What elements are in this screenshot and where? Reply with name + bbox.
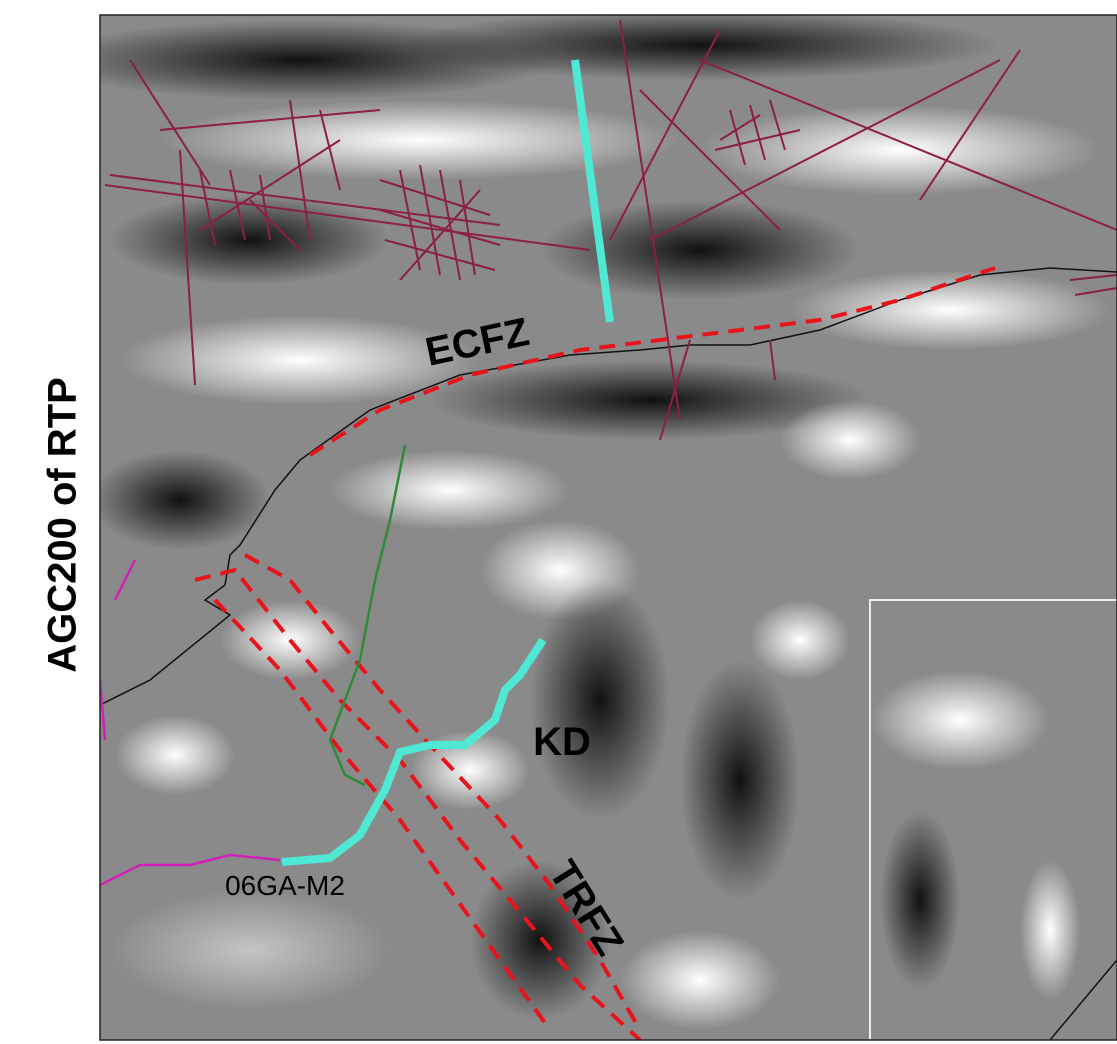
zone-label: KD [533, 720, 591, 764]
figure-title: AGC200 of RTP [41, 377, 85, 673]
map-figure: AGC200 of RTP ECFZ KD TRFZ 06GA-M2 [0, 0, 1117, 1044]
profile-label: 06GA-M2 [225, 870, 345, 901]
